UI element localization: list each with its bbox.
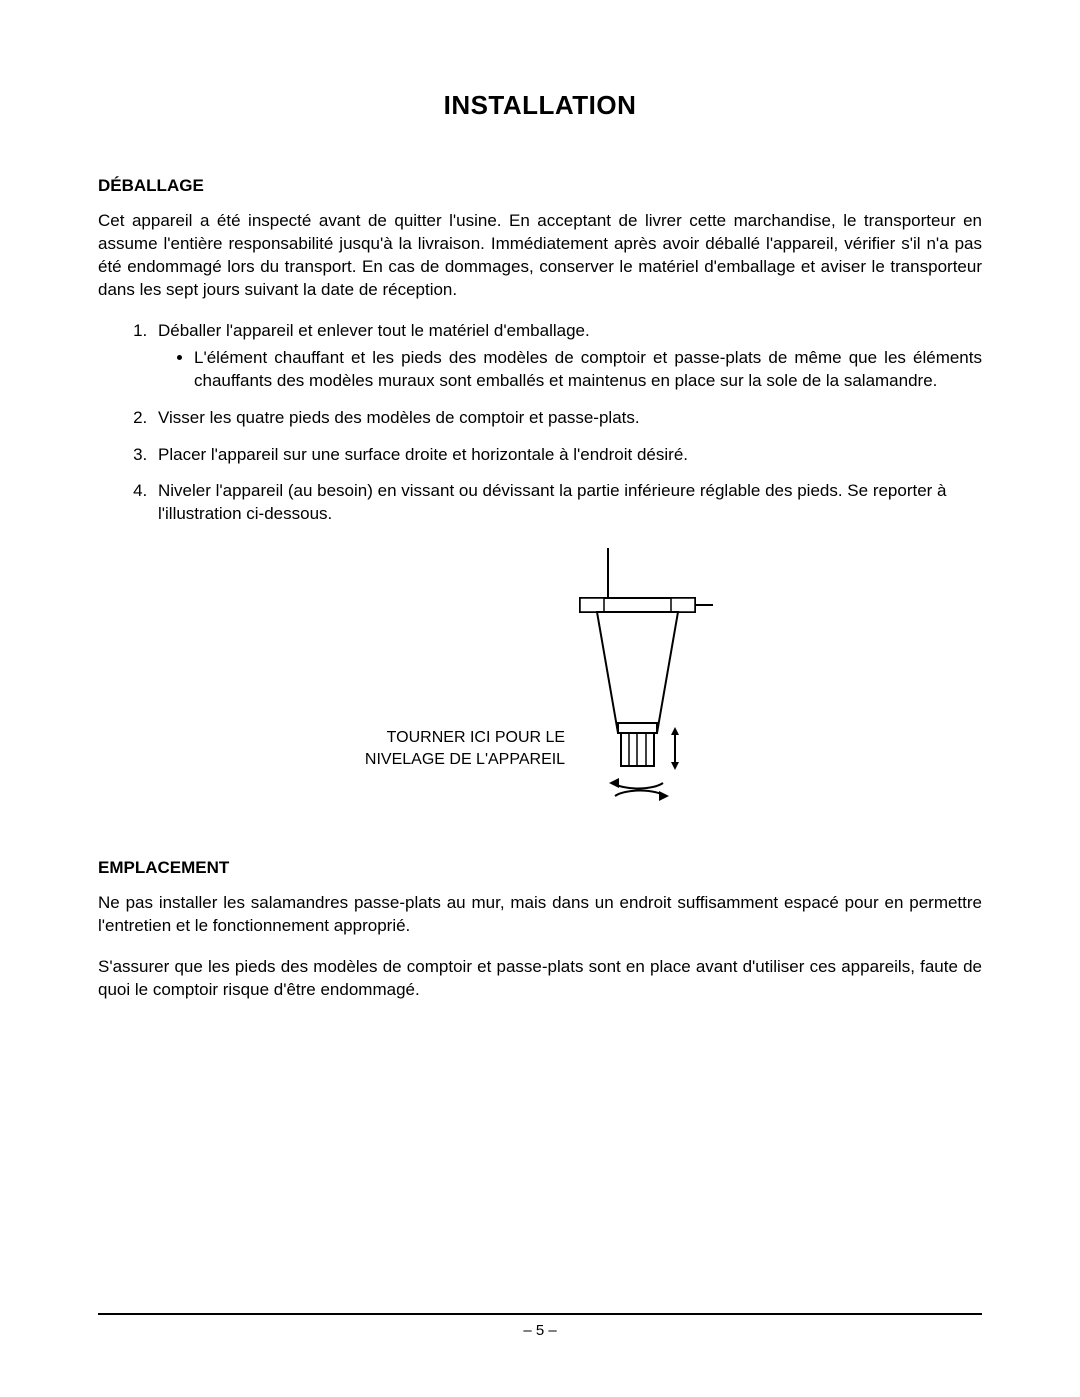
figure-caption: TOURNER ICI POUR LE NIVELAGE DE L'APPARE… [365, 727, 565, 770]
document-page: INSTALLATION DÉBALLAGE Cet appareil a ét… [0, 0, 1080, 1397]
step-2: Visser les quatre pieds des modèles de c… [152, 407, 982, 430]
emplacement-paragraph-1: Ne pas installer les salamandres passe-p… [98, 892, 982, 938]
leveling-foot-diagram [575, 548, 715, 818]
figure-caption-line-2: NIVELAGE DE L'APPAREIL [365, 751, 565, 768]
emplacement-paragraph-2: S'assurer que les pieds des modèles de c… [98, 956, 982, 1002]
footer-rule [98, 1313, 982, 1315]
figure-container: TOURNER ICI POUR LE NIVELAGE DE L'APPARE… [98, 548, 982, 818]
steps-list: Déballer l'appareil et enlever tout le m… [98, 320, 982, 527]
step-4: Niveler l'appareil (au besoin) en vissan… [152, 480, 982, 526]
step-1-text: Déballer l'appareil et enlever tout le m… [158, 321, 590, 340]
step-3: Placer l'appareil sur une surface droite… [152, 444, 982, 467]
figure-caption-line-1: TOURNER ICI POUR LE [387, 729, 565, 746]
section-heading-deballage: DÉBALLAGE [98, 176, 982, 196]
page-title: INSTALLATION [98, 90, 982, 121]
figure-inner: TOURNER ICI POUR LE NIVELAGE DE L'APPARE… [365, 548, 715, 818]
section-heading-emplacement: EMPLACEMENT [98, 858, 982, 878]
step-1-sub-item: L'élément chauffant et les pieds des mod… [194, 347, 982, 393]
intro-paragraph: Cet appareil a été inspecté avant de qui… [98, 210, 982, 302]
step-1-sublist: L'élément chauffant et les pieds des mod… [158, 347, 982, 393]
page-number: – 5 – [0, 1322, 1080, 1339]
step-1: Déballer l'appareil et enlever tout le m… [152, 320, 982, 393]
